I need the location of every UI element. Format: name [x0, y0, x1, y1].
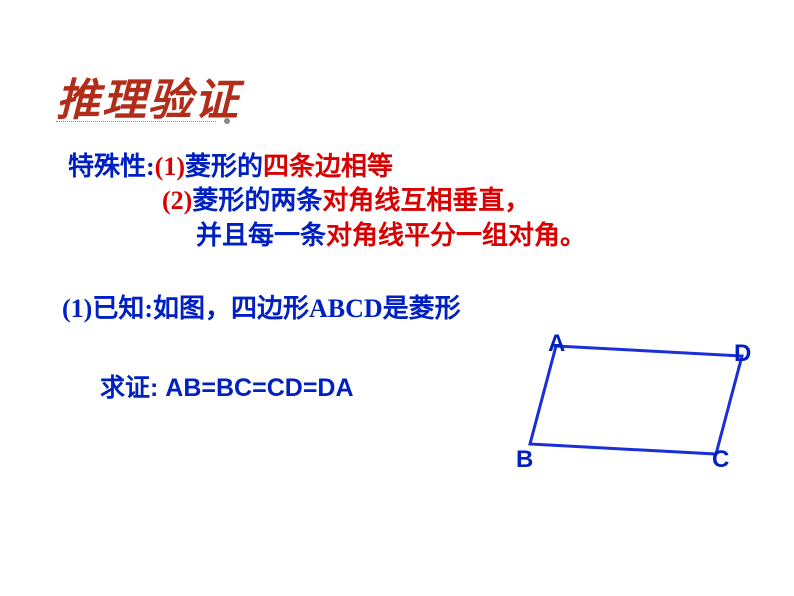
given-label: 已知: — [92, 294, 153, 323]
item1-num: (1) — [155, 152, 185, 181]
prove-line: 求证: AB=BC=CD=DA — [100, 368, 354, 404]
title-underline — [56, 118, 236, 124]
item2-num: (2) — [162, 186, 192, 215]
vertex-a: A — [548, 330, 565, 358]
rhombus-shape — [530, 346, 742, 454]
item1-a: 菱形的 — [185, 152, 263, 181]
prove-label: 求证 — [100, 374, 150, 402]
property-line-3: 并且每一条对角线平分一组对角。 — [68, 219, 586, 253]
prove-colon: : — [150, 374, 165, 402]
property-line-1: 特殊性:(1)菱形的四条边相等 — [68, 150, 586, 184]
vertex-d: D — [734, 340, 751, 368]
item2-a: 菱形的两条 — [192, 186, 322, 215]
item2-c: 并且每一条 — [196, 221, 326, 250]
given-text: 如图，四边形ABCD是菱形 — [153, 294, 461, 323]
item2-b: 对角线互相垂直， — [322, 186, 530, 215]
properties-block: 特殊性:(1)菱形的四条边相等 (2)菱形的两条对角线互相垂直， 并且每一条对角… — [68, 150, 586, 253]
item1-b: 四条边相等 — [263, 152, 393, 181]
vertex-b: B — [516, 446, 533, 474]
item2-d: 对角线平分一组对角。 — [326, 221, 586, 250]
given-num: (1) — [62, 294, 92, 323]
property-line-2: (2)菱形的两条对角线互相垂直， — [68, 184, 586, 218]
given-line: (1)已知:如图，四边形ABCD是菱形 — [62, 288, 461, 325]
properties-prefix: 特殊性: — [68, 152, 155, 181]
prove-text: AB=BC=CD=DA — [165, 374, 353, 402]
vertex-c: C — [712, 446, 729, 474]
